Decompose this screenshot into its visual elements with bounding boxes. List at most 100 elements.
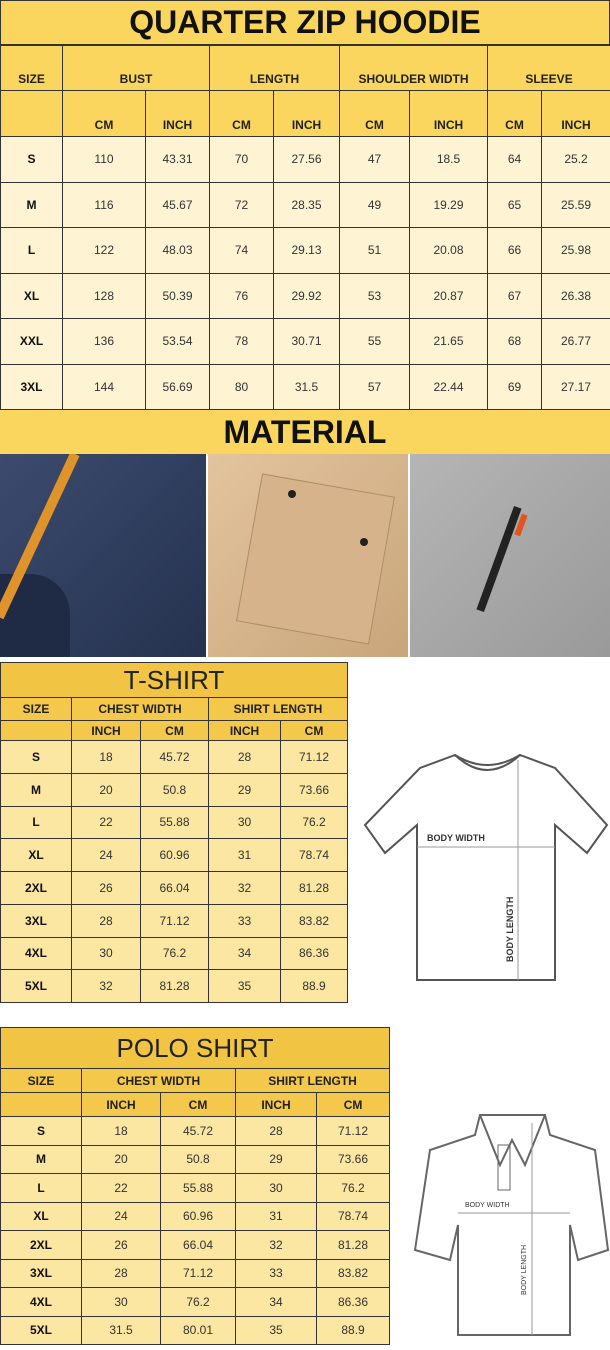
tshirt-table-title: T-SHIRT xyxy=(0,662,348,698)
polo-body-width-label: BODY WIDTH xyxy=(465,1202,510,1209)
size-cell: XL xyxy=(0,272,63,319)
column-group-header: SLEEVE xyxy=(487,45,610,91)
size-cell: M xyxy=(0,1144,82,1174)
table-row: 5XL 32 81.28 35 88.9 xyxy=(0,969,348,1003)
table-cell: 60.96 xyxy=(140,838,209,872)
table-cell: 26.77 xyxy=(541,318,610,365)
table-cell: 67 xyxy=(487,272,543,319)
table-row: 3XL 144 56.69 80 31.5 57 22.44 69 27.17 xyxy=(0,363,610,410)
table-cell: 45.72 xyxy=(160,1116,236,1146)
table-row: XL 24 60.96 31 78.74 xyxy=(0,1201,391,1231)
tshirt-size-table: T-SHIRT SIZE CHEST WIDTH SHIRT LENGTH INCH CM… xyxy=(0,662,348,1003)
table-cell: 18 xyxy=(81,1116,161,1146)
size-cell: M xyxy=(0,772,72,807)
table-cell: 55.88 xyxy=(160,1173,236,1203)
table-cell: 26 xyxy=(71,871,141,905)
table-cell: 34 xyxy=(208,936,281,971)
column-group-header: SHOULDER WIDTH xyxy=(339,45,489,91)
table-cell: 70 xyxy=(209,136,275,183)
table-cell: 45.72 xyxy=(140,740,209,774)
column-group-header: BUST xyxy=(61,45,211,91)
table-cell: 71.12 xyxy=(160,1258,236,1288)
table-cell: 19.29 xyxy=(409,181,489,228)
table-row: S 110 43.31 70 27.56 47 18.5 64 25.2 xyxy=(0,136,610,183)
table-cell: 28 xyxy=(208,740,281,774)
table-cell: 73.66 xyxy=(315,1144,391,1174)
table-cell: 31.5 xyxy=(81,1315,161,1345)
table-cell: 83.82 xyxy=(280,903,348,938)
table-cell: 116 xyxy=(62,181,146,228)
column-group-header: SHIRT LENGTH xyxy=(234,1068,391,1093)
table-cell: 33 xyxy=(208,903,281,938)
unit-header: INCH xyxy=(273,90,341,137)
column-group-header: LENGTH xyxy=(209,45,341,91)
table-cell: 43.31 xyxy=(144,136,211,183)
column-group-header: SIZE xyxy=(0,1068,82,1093)
table-row: XL 24 60.96 31 78.74 xyxy=(0,838,348,872)
tshirt-body-width-label: BODY WIDTH xyxy=(427,833,485,843)
table-cell: 51 xyxy=(339,227,411,274)
size-cell: 3XL xyxy=(0,363,63,410)
table-cell: 28 xyxy=(81,1258,161,1288)
table-cell: 76.2 xyxy=(280,805,348,840)
table-cell: 18 xyxy=(71,740,141,774)
table-row: XL 128 50.39 76 29.92 53 20.87 67 26.38 xyxy=(0,272,610,319)
size-cell: S xyxy=(0,740,72,774)
unit-header: CM xyxy=(62,90,146,137)
size-cell: 5XL xyxy=(0,1315,82,1345)
table-cell: 86.36 xyxy=(280,936,348,971)
table-cell: 48.03 xyxy=(144,227,211,274)
unit-header: INCH xyxy=(81,1092,161,1117)
unit-header: INCH xyxy=(144,90,211,137)
hoodie-size-table: SIZE BUST LENGTH SHOULDER WIDTH SLEEVE CM INCH… xyxy=(0,45,610,410)
table-cell: 73.66 xyxy=(280,772,348,807)
unit-header: CM xyxy=(160,1092,236,1117)
table-cell: 29 xyxy=(235,1144,317,1174)
polo-diagram: BODY WIDTH BODY LENGTH xyxy=(413,1114,610,1336)
table-cell: 26 xyxy=(81,1230,161,1260)
table-cell: 128 xyxy=(62,272,146,319)
table-cell: 35 xyxy=(235,1315,317,1345)
table-cell: 56.69 xyxy=(144,363,211,410)
table-cell: 27.17 xyxy=(541,363,610,410)
table-cell: 30 xyxy=(235,1173,317,1203)
table-cell: 88.9 xyxy=(315,1315,391,1345)
table-row: 4XL 30 76.2 34 86.36 xyxy=(0,936,348,971)
unit-header: CM xyxy=(315,1092,391,1117)
unit-header: CM xyxy=(487,90,543,137)
table-row: L 122 48.03 74 29.13 51 20.08 66 25.98 xyxy=(0,227,610,274)
table-cell: 32 xyxy=(235,1230,317,1260)
table-row: S 18 45.72 28 71.12 xyxy=(0,740,348,774)
material-title: MATERIAL xyxy=(0,410,610,454)
table-row: L 22 55.88 30 76.2 xyxy=(0,805,348,840)
unit-header: CM xyxy=(339,90,411,137)
table-cell: 28 xyxy=(235,1116,317,1146)
size-cell: 2XL xyxy=(0,1230,82,1260)
table-cell: 110 xyxy=(62,136,146,183)
unit-header: CM xyxy=(140,720,209,741)
table-cell: 71.12 xyxy=(280,740,348,774)
hoodie-title: QUARTER ZIP HOODIE xyxy=(0,0,610,45)
table-cell: 50.8 xyxy=(140,772,209,807)
table-cell: 81.28 xyxy=(280,871,348,905)
table-cell: 22 xyxy=(81,1173,161,1203)
table-cell: 80 xyxy=(209,363,275,410)
table-cell: 27.56 xyxy=(273,136,341,183)
table-cell: 47 xyxy=(339,136,411,183)
size-cell: XL xyxy=(0,838,72,872)
navy-fabric-photo xyxy=(0,454,206,657)
table-cell: 24 xyxy=(81,1201,161,1231)
table-row: 4XL 30 76.2 34 86.36 xyxy=(0,1287,391,1317)
table-cell: 76.2 xyxy=(160,1287,236,1317)
table-cell: 18.5 xyxy=(409,136,489,183)
table-cell: 20.08 xyxy=(409,227,489,274)
table-cell: 50.8 xyxy=(160,1144,236,1174)
size-header-blank xyxy=(0,1092,82,1117)
beige-fabric-photo xyxy=(208,454,408,657)
size-cell: S xyxy=(0,136,63,183)
column-group-header: SIZE xyxy=(0,697,72,721)
size-cell: 4XL xyxy=(0,936,72,971)
table-cell: 72 xyxy=(209,181,275,228)
table-cell: 32 xyxy=(208,871,281,905)
table-cell: 29.13 xyxy=(273,227,341,274)
